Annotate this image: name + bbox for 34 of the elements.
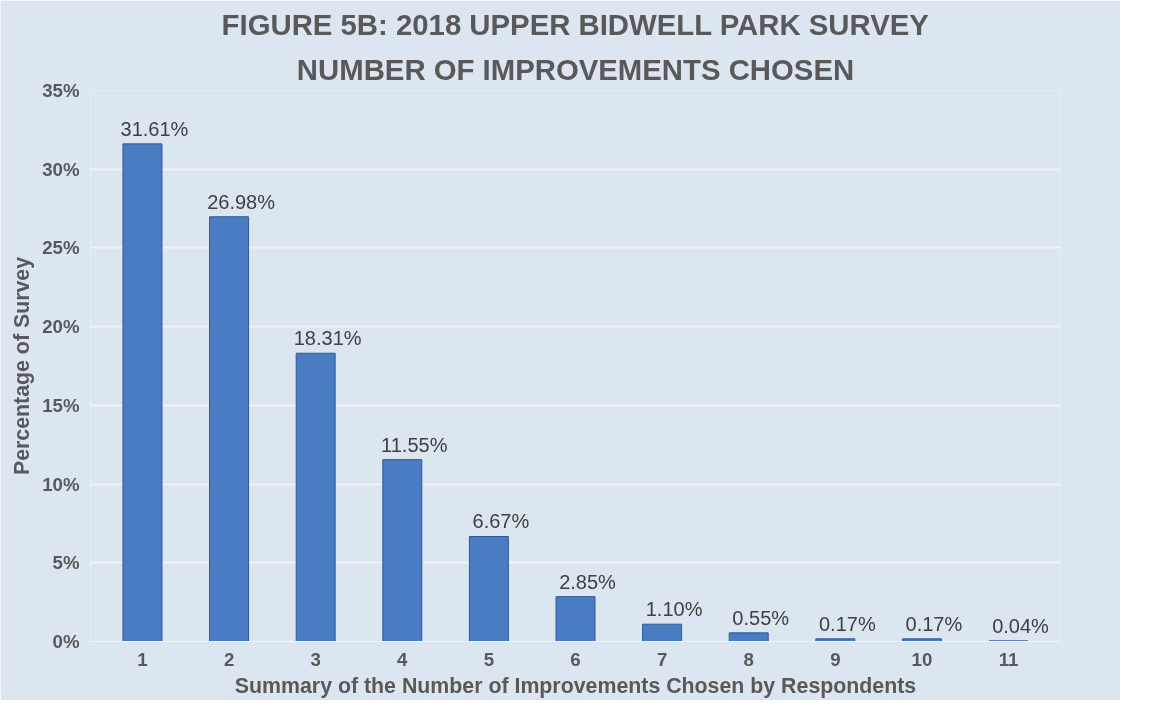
data-label: 0.55%	[732, 606, 790, 629]
x-tick-label: 9	[830, 648, 841, 670]
y-tick-label: 0%	[52, 631, 80, 652]
x-tick-label: 7	[656, 648, 668, 670]
y-tick-label: 20%	[42, 316, 80, 338]
data-label: 11.55%	[381, 433, 448, 456]
data-label: 18.31%	[293, 327, 362, 350]
data-label: 0.17%	[818, 612, 876, 635]
data-label: 2.85%	[559, 570, 617, 593]
x-tick-label: 5	[483, 648, 495, 670]
data-label: 0.17%	[905, 612, 963, 635]
x-tick-label: 4	[397, 648, 409, 670]
y-tick-label: 35%	[42, 80, 80, 101]
data-label: 0.04%	[992, 614, 1050, 637]
x-axis-title: Summary of the Number of Improvements Chosen by Respondents	[234, 673, 917, 698]
x-tick-label: 1	[137, 648, 148, 670]
y-tick-label: 10%	[42, 473, 80, 495]
data-label: 6.67%	[472, 510, 530, 533]
y-tick-label: 30%	[42, 158, 80, 180]
chart-title: FIGURE 5B: 2018 UPPER BIDWELL PARK SURVEY	[221, 7, 930, 41]
x-tick-label: 3	[310, 648, 321, 670]
chart-subtitle: NUMBER OF IMPROVEMENTS CHOSEN	[296, 52, 855, 86]
y-axis-title: Percentage of Survey	[10, 256, 35, 476]
x-tick-label: 8	[743, 648, 754, 670]
x-tick-label: 10	[911, 648, 933, 670]
y-tick-label: 15%	[42, 394, 80, 416]
x-tick-label: 6	[570, 648, 581, 670]
y-tick-label: 5%	[52, 552, 80, 574]
x-tick-label: 11	[998, 648, 1019, 670]
x-tick-label: 2	[223, 648, 235, 670]
data-label: 26.98%	[207, 190, 276, 213]
y-tick-label: 25%	[42, 237, 80, 259]
data-label: 31.61%	[120, 117, 189, 140]
data-label: 1.10%	[645, 598, 703, 621]
